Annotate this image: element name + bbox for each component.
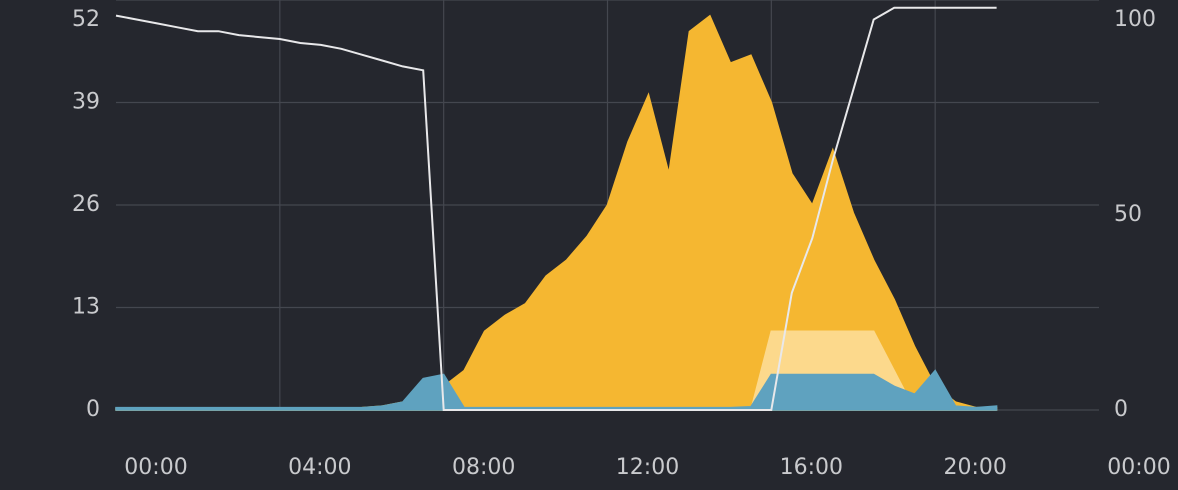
line-series [115,6,997,411]
x-tick-label: 16:00 [780,455,843,480]
y-tick-label: 0 [86,397,100,422]
x-tick-label: 04:00 [288,455,351,480]
x-tick-label: 20:00 [943,455,1006,480]
y2-tick-label: 50 [1114,202,1142,227]
y2-tick-label: 100 [1114,7,1156,32]
y2-tick-label: 0 [1114,397,1128,422]
y-tick-label: 39 [72,90,100,115]
x-tick-label: 00:00 [124,455,187,480]
y-tick-label: 26 [72,192,100,217]
x-tick-label: 08:00 [452,455,515,480]
x-tick-label: 12:00 [616,455,679,480]
y-tick-label: 52 [72,7,100,32]
x-tick-label: 00:00 [1107,455,1170,480]
y-tick-label: 13 [72,295,100,320]
